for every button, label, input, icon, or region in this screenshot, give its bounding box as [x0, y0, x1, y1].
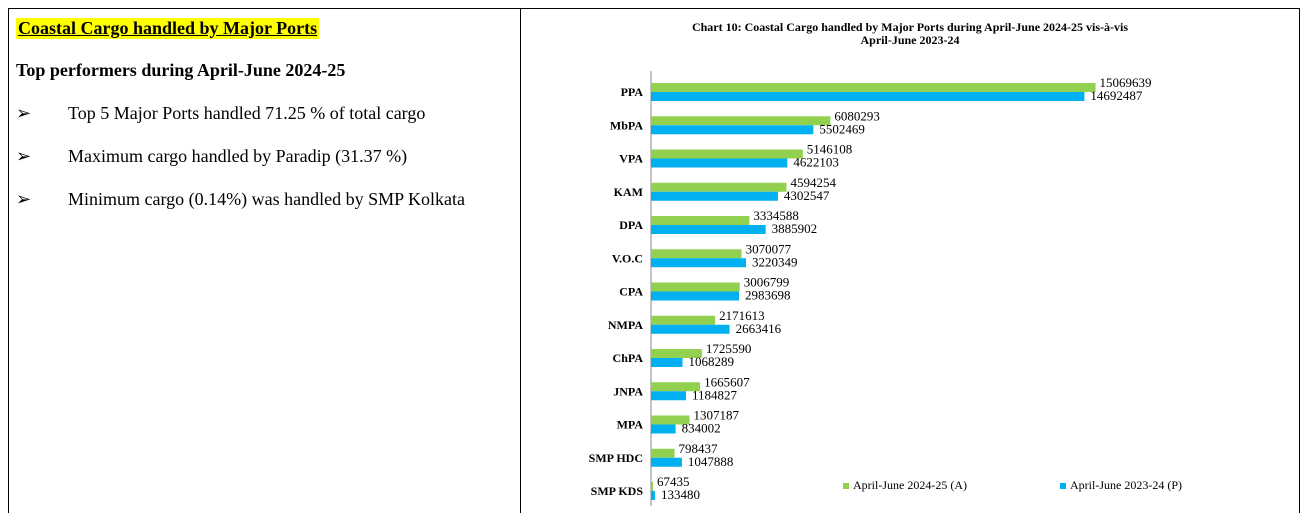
value-label: 1068289 — [689, 354, 735, 369]
bar — [651, 424, 676, 434]
chart: Chart 10: Coastal Cargo handled by Major… — [589, 20, 1182, 506]
value-label: 4302547 — [784, 188, 830, 203]
heading: Coastal Cargo handled by Major Ports — [16, 18, 320, 39]
category-label: JNPA — [613, 384, 643, 398]
value-label: 14692487 — [1090, 88, 1143, 103]
cell-divider — [520, 8, 521, 513]
bullet: Maximum cargo handled by Paradip (31.37 … — [16, 145, 514, 168]
bar — [651, 282, 740, 292]
bar — [651, 491, 655, 500]
value-label: 4594254 — [791, 175, 837, 190]
value-label: 67435 — [657, 474, 690, 489]
value-label: 1307187 — [694, 408, 740, 423]
bar — [651, 116, 831, 126]
bar — [651, 415, 690, 425]
value-label: 5502469 — [819, 121, 865, 136]
chart-title-line: April-June 2023-24 — [861, 33, 960, 47]
bar — [651, 324, 730, 334]
value-label: 3334588 — [753, 208, 799, 223]
bar — [651, 448, 675, 458]
bar — [651, 382, 701, 392]
value-label: 15069639 — [1100, 75, 1152, 90]
value-label: 2663416 — [736, 321, 782, 336]
value-label: 1184827 — [692, 387, 738, 402]
category-label: V.O.C — [612, 251, 643, 265]
category-label: NMPA — [608, 318, 643, 332]
category-label: MPA — [617, 418, 644, 432]
bar — [651, 92, 1085, 101]
bar — [651, 83, 1096, 92]
value-label: 3885902 — [772, 221, 818, 236]
value-label: 2171613 — [719, 308, 765, 323]
text-panel: Coastal Cargo handled by Major Ports Top… — [16, 18, 514, 231]
bullet: Top 5 Major Ports handled 71.25 % of tot… — [16, 102, 514, 125]
category-label: CPA — [619, 285, 643, 299]
value-label: 6080293 — [834, 108, 880, 123]
category-label: ChPA — [613, 351, 644, 365]
category-label: SMP HDC — [589, 451, 643, 465]
legend-swatch — [843, 483, 849, 489]
bar — [651, 216, 750, 225]
value-label: 834002 — [682, 421, 721, 436]
table-border — [8, 8, 1300, 513]
bar — [651, 258, 747, 268]
bar — [651, 482, 653, 491]
value-label: 798437 — [679, 441, 719, 456]
legend-swatch — [1060, 483, 1066, 489]
value-label: 2983698 — [745, 288, 791, 303]
bar — [651, 149, 803, 159]
bar — [651, 349, 702, 358]
bar — [651, 182, 787, 192]
value-label: 1725590 — [706, 341, 752, 356]
category-label: SMP KDS — [591, 484, 644, 498]
legend-label: April-June 2023-24 (P) — [1070, 478, 1182, 492]
category-label: MbPA — [610, 118, 643, 132]
subheading: Top performers during April-June 2024-25 — [16, 60, 346, 80]
value-label: 3006799 — [744, 275, 790, 290]
bar — [651, 158, 788, 168]
category-label: DPA — [619, 218, 643, 232]
category-label: VPA — [619, 152, 643, 166]
chart-title: Chart 10: Coastal Cargo handled by Major… — [692, 20, 1128, 47]
bar — [651, 125, 814, 135]
bullet: Minimum cargo (0.14%) was handled by SMP… — [16, 188, 514, 211]
bar — [651, 391, 686, 401]
bar — [651, 358, 683, 367]
value-label: 4622103 — [793, 155, 839, 170]
value-label: 3220349 — [752, 254, 798, 269]
bar — [651, 225, 766, 234]
category-label: KAM — [614, 185, 643, 199]
bar — [651, 457, 682, 467]
category-label: PPA — [621, 85, 644, 99]
value-label: 5146108 — [807, 142, 853, 157]
legend-label: April-June 2024-25 (A) — [853, 478, 967, 492]
bar — [651, 191, 778, 201]
value-label: 3070077 — [746, 241, 792, 256]
bar — [651, 315, 716, 325]
bullet-list: Top 5 Major Ports handled 71.25 % of tot… — [16, 102, 514, 211]
chart-title-line: Chart 10: Coastal Cargo handled by Major… — [692, 20, 1128, 34]
value-label: 1665607 — [704, 374, 750, 389]
value-label: 1047888 — [688, 454, 734, 469]
bar — [651, 291, 740, 301]
value-label: 133480 — [661, 487, 700, 502]
bar — [651, 249, 742, 259]
